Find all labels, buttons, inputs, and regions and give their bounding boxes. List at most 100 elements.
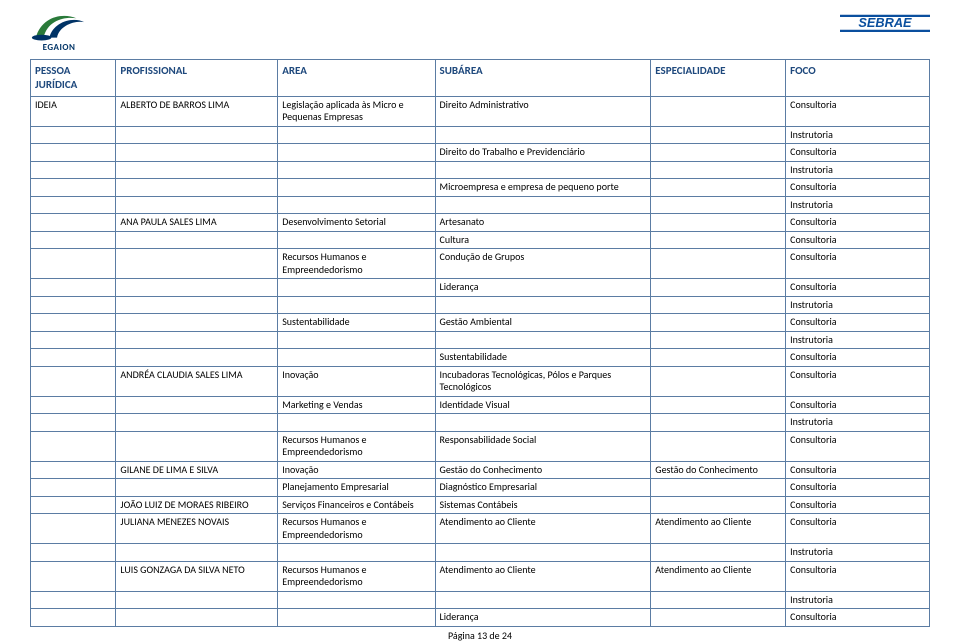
cell-sub: Direito Administrativo: [435, 96, 651, 126]
cell-sub: Diagnóstico Empresarial: [435, 479, 651, 497]
cell-sub: [435, 296, 651, 314]
cell-sub: Identidade Visual: [435, 396, 651, 414]
cell-esp: [651, 196, 786, 214]
cell-prof: [116, 314, 278, 332]
cell-pj: [31, 214, 116, 232]
table-row: ANDRÉA CLAUDIA SALES LIMAInovaçãoIncubad…: [31, 366, 930, 396]
cell-sub: [435, 126, 651, 144]
cell-esp: [651, 231, 786, 249]
cell-sub: Microempresa e empresa de pequeno porte: [435, 179, 651, 197]
cell-foco: Consultoria: [786, 366, 930, 396]
cell-prof: [116, 414, 278, 432]
cell-sub: [435, 331, 651, 349]
cell-sub: [435, 544, 651, 562]
cell-area: [278, 196, 435, 214]
table-row: IDEIAALBERTO DE BARROS LIMALegislação ap…: [31, 96, 930, 126]
cell-area: Inovação: [278, 461, 435, 479]
table-row: Recursos Humanos e EmpreendedorismoRespo…: [31, 431, 930, 461]
cell-sub: Atendimento ao Cliente: [435, 561, 651, 591]
cell-area: Serviços Financeiros e Contábeis: [278, 496, 435, 514]
cell-area: [278, 331, 435, 349]
cell-pj: [31, 161, 116, 179]
cell-esp: Atendimento ao Cliente: [651, 514, 786, 544]
th-subarea: SUBÁREA: [435, 60, 651, 97]
cell-sub: Atendimento ao Cliente: [435, 514, 651, 544]
sebrae-icon: SEBRAE: [840, 8, 930, 38]
table-row: Instrutoria: [31, 296, 930, 314]
table-row: LiderançaConsultoria: [31, 279, 930, 297]
cell-esp: [651, 349, 786, 367]
cell-prof: GILANE DE LIMA E SILVA: [116, 461, 278, 479]
cell-prof: [116, 161, 278, 179]
cell-pj: IDEIA: [31, 96, 116, 126]
table-body: IDEIAALBERTO DE BARROS LIMALegislação ap…: [31, 96, 930, 626]
cell-foco: Consultoria: [786, 231, 930, 249]
cell-esp: [651, 414, 786, 432]
cell-sub: Artesanato: [435, 214, 651, 232]
cell-area: Recursos Humanos e Empreendedorismo: [278, 431, 435, 461]
svg-text:SEBRAE: SEBRAE: [858, 15, 912, 30]
cell-prof: ANDRÉA CLAUDIA SALES LIMA: [116, 366, 278, 396]
egaion-icon: [30, 8, 88, 44]
cell-sub: Direito do Trabalho e Previdenciário: [435, 144, 651, 162]
table-row: SustentabilidadeConsultoria: [31, 349, 930, 367]
cell-foco: Consultoria: [786, 461, 930, 479]
cell-area: Recursos Humanos e Empreendedorismo: [278, 514, 435, 544]
cell-area: [278, 144, 435, 162]
cell-prof: [116, 126, 278, 144]
cell-area: Planejamento Empresarial: [278, 479, 435, 497]
cell-foco: Consultoria: [786, 214, 930, 232]
table-row: Instrutoria: [31, 414, 930, 432]
cell-prof: [116, 396, 278, 414]
cell-area: Legislação aplicada às Micro e Pequenas …: [278, 96, 435, 126]
cell-prof: [116, 479, 278, 497]
cell-esp: [651, 331, 786, 349]
table-row: LUIS GONZAGA DA SILVA NETORecursos Human…: [31, 561, 930, 591]
cell-area: [278, 279, 435, 297]
table-row: Marketing e VendasIdentidade VisualConsu…: [31, 396, 930, 414]
logo-egaion: EGAION: [30, 8, 88, 53]
cell-esp: Gestão do Conhecimento: [651, 461, 786, 479]
cell-foco: Consultoria: [786, 609, 930, 627]
cell-prof: [116, 144, 278, 162]
cell-esp: [651, 296, 786, 314]
cell-area: Recursos Humanos e Empreendedorismo: [278, 249, 435, 279]
cell-foco: Instrutoria: [786, 591, 930, 609]
cell-esp: [651, 214, 786, 232]
cell-esp: [651, 609, 786, 627]
cell-pj: [31, 126, 116, 144]
th-especialidade: ESPECIALIDADE: [651, 60, 786, 97]
cell-foco: Instrutoria: [786, 414, 930, 432]
table-row: CulturaConsultoria: [31, 231, 930, 249]
cell-esp: [651, 314, 786, 332]
th-profissional: PROFISSIONAL: [116, 60, 278, 97]
cell-sub: Gestão do Conhecimento: [435, 461, 651, 479]
cell-pj: [31, 279, 116, 297]
cell-pj: [31, 514, 116, 544]
cell-prof: [116, 591, 278, 609]
cell-prof: JOÃO LUIZ DE MORAES RIBEIRO: [116, 496, 278, 514]
cell-area: [278, 179, 435, 197]
table-row: Instrutoria: [31, 591, 930, 609]
table-head: PESSOA JURÍDICA PROFISSIONAL AREA SUBÁRE…: [31, 60, 930, 97]
cell-sub: Sistemas Contábeis: [435, 496, 651, 514]
table-row: Instrutoria: [31, 126, 930, 144]
cell-area: [278, 349, 435, 367]
cell-area: Sustentabilidade: [278, 314, 435, 332]
cell-pj: [31, 179, 116, 197]
cell-area: [278, 591, 435, 609]
cell-pj: [31, 366, 116, 396]
cell-foco: Instrutoria: [786, 161, 930, 179]
cell-pj: [31, 496, 116, 514]
cell-area: [278, 126, 435, 144]
cell-prof: [116, 544, 278, 562]
logo-egaion-text: EGAION: [43, 42, 76, 53]
th-foco: FOCO: [786, 60, 930, 97]
cell-pj: [31, 349, 116, 367]
cell-sub: Sustentabilidade: [435, 349, 651, 367]
cell-pj: [31, 544, 116, 562]
cell-prof: [116, 196, 278, 214]
cell-pj: [31, 561, 116, 591]
cell-prof: [116, 349, 278, 367]
logo-bar: EGAION SEBRAE: [30, 8, 930, 53]
